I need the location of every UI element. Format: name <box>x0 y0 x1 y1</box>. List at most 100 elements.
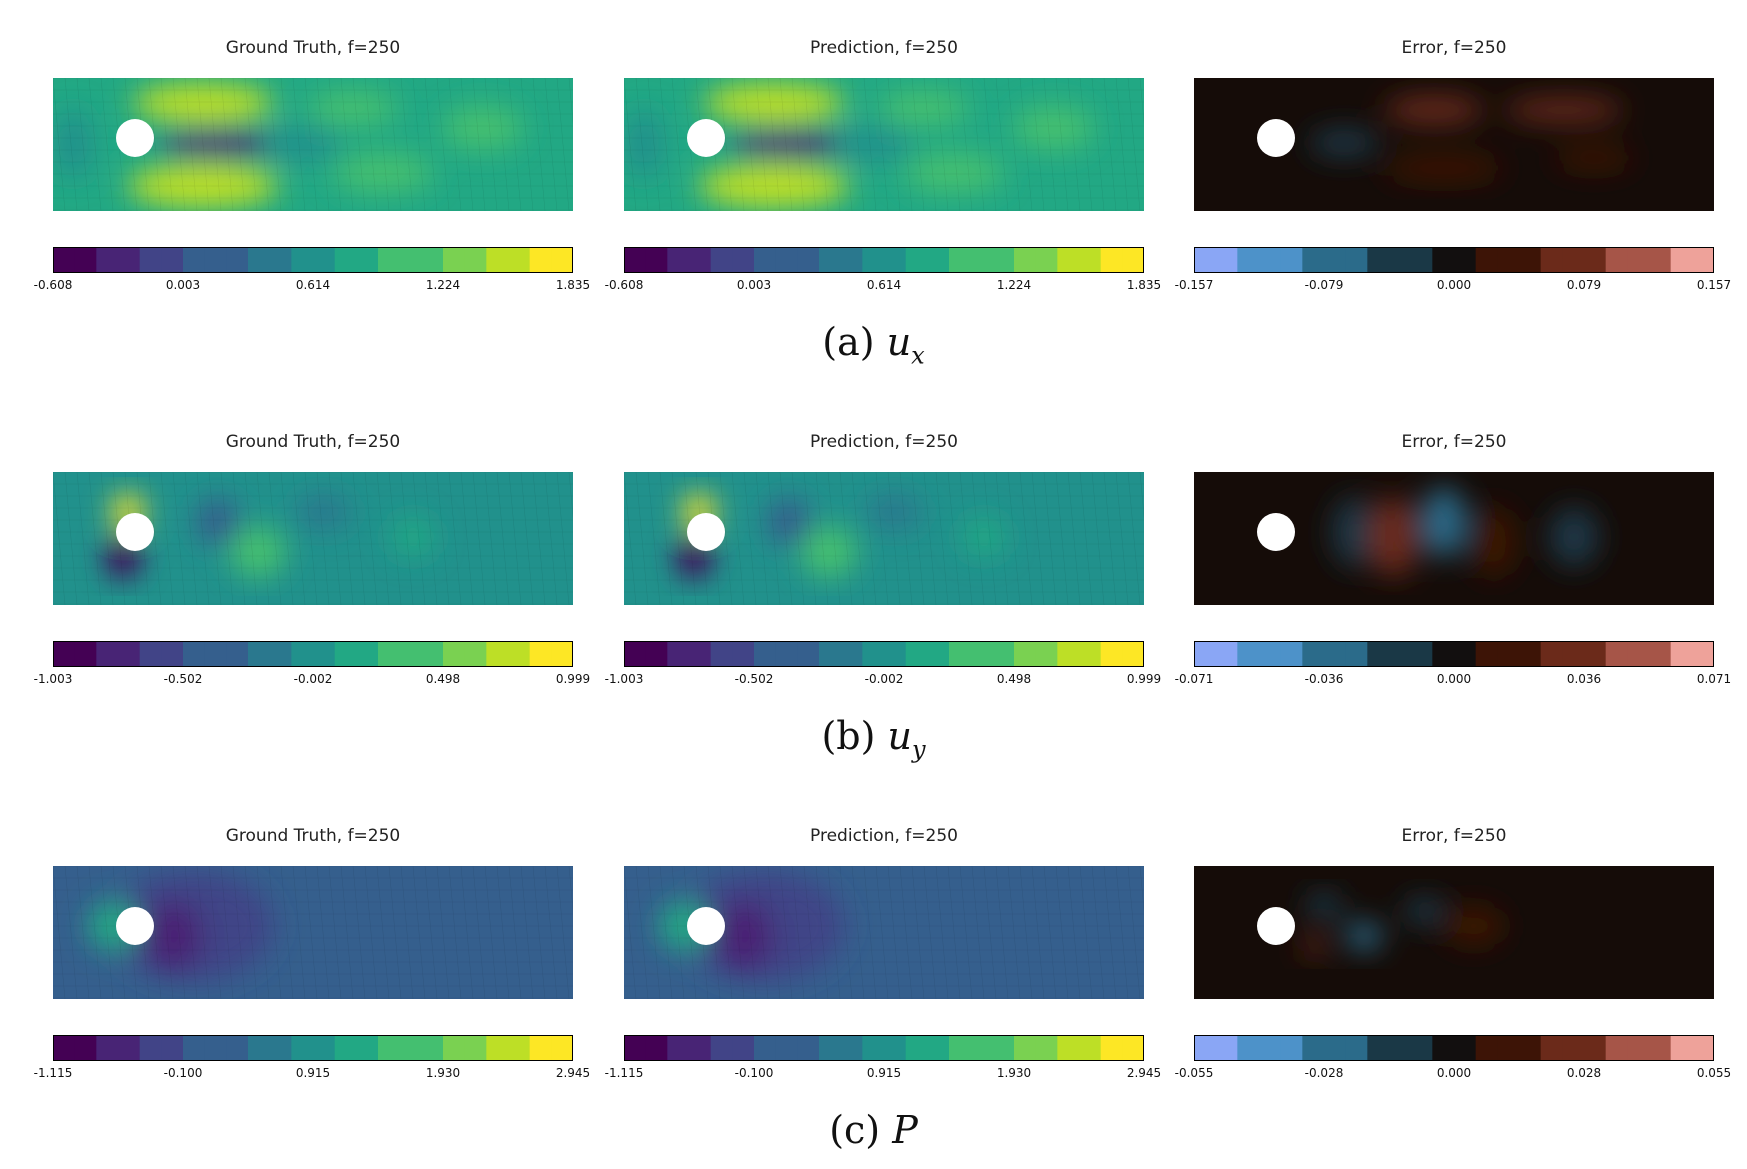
subfigure-caption: (c) P <box>0 1108 1747 1158</box>
colorbar-segment <box>840 1035 863 1061</box>
colorbar-segment <box>1497 1035 1520 1061</box>
field-blob <box>1014 106 1094 150</box>
colorbar-segment <box>1410 1035 1433 1061</box>
colorbar-segment <box>248 641 271 667</box>
colorbar-segment <box>204 247 227 273</box>
colorbar-segment <box>269 1035 292 1061</box>
colorbar <box>53 641 573 667</box>
colorbar-segment <box>1475 1035 1498 1061</box>
colorbar-segment <box>970 247 993 273</box>
colorbar-segment <box>508 1035 531 1061</box>
colorbar-tick-label: -0.028 <box>1304 1066 1344 1080</box>
colorbar-segment <box>1302 247 1325 273</box>
colorbar-tick-label: -0.002 <box>864 672 904 686</box>
colorbar-segment <box>1237 247 1260 273</box>
colorbar-segment <box>1079 1035 1102 1061</box>
colorbar-segment <box>1035 1035 1058 1061</box>
colorbar-segment <box>819 1035 842 1061</box>
cylinder-obstacle <box>1257 907 1295 945</box>
caption-variable: u <box>887 714 912 758</box>
colorbar-segment <box>732 1035 755 1061</box>
colorbar-segment <box>486 1035 509 1061</box>
colorbar-segment <box>226 641 249 667</box>
colorbar-segment <box>1100 1035 1123 1061</box>
colorbar-segment <box>291 247 314 273</box>
colorbar-segment <box>927 1035 950 1061</box>
field-blob <box>1369 497 1419 577</box>
cylinder-obstacle <box>687 513 725 551</box>
field-blob <box>196 498 240 546</box>
field-plot <box>1194 78 1714 211</box>
field-blob <box>866 494 922 530</box>
colorbar-segment <box>1194 247 1217 273</box>
colorbar-segment <box>139 641 162 667</box>
colorbar-segment <box>1519 247 1542 273</box>
colorbar-segment <box>1215 641 1238 667</box>
field-blob <box>962 517 1006 557</box>
field-blob <box>624 109 664 179</box>
colorbar-segment <box>1540 1035 1563 1061</box>
colorbar-segment <box>53 641 76 667</box>
colorbar-segment <box>96 641 119 667</box>
colorbar-segment <box>96 247 119 273</box>
colorbar-segment <box>464 247 487 273</box>
colorbar-tick-label: 0.036 <box>1566 672 1602 686</box>
colorbar-segment <box>1497 247 1520 273</box>
colorbar-segment <box>269 247 292 273</box>
colorbar-segment <box>710 247 733 273</box>
colorbar-segment <box>1345 247 1368 273</box>
colorbar-tick-label: -0.002 <box>293 672 333 686</box>
colorbar-tick-label: 0.915 <box>866 1066 902 1080</box>
colorbar-segment <box>1605 641 1628 667</box>
colorbar-segment <box>1280 1035 1303 1061</box>
colorbar-tick-label: -0.055 <box>1174 1066 1214 1080</box>
colorbar-segment <box>1389 247 1412 273</box>
field-blob <box>1384 96 1484 124</box>
colorbar-segment <box>1670 641 1693 667</box>
colorbar-segment <box>1035 641 1058 667</box>
colorbar-segment <box>1454 1035 1477 1061</box>
field-blob <box>1332 497 1376 567</box>
colorbar-tick-label: 0.614 <box>295 278 331 292</box>
colorbar-segment <box>313 1035 336 1061</box>
colorbar-segment <box>1280 247 1303 273</box>
colorbar-tick-label: -1.003 <box>604 672 644 686</box>
colorbar-segment <box>529 1035 552 1061</box>
colorbar-segment <box>710 641 733 667</box>
colorbar-frame <box>624 247 1144 273</box>
colorbar-segment <box>1692 1035 1714 1061</box>
colorbar-segment <box>1432 1035 1455 1061</box>
colorbar-segment <box>624 641 647 667</box>
colorbar-tick-label: 1.224 <box>996 278 1032 292</box>
colorbar-segment <box>970 1035 993 1061</box>
colorbar-tick-label: -0.157 <box>1174 278 1214 292</box>
colorbar-tick-label: 1.930 <box>425 1066 461 1080</box>
colorbar-segment <box>1649 641 1672 667</box>
colorbar-segment <box>1237 641 1260 667</box>
colorbar-segment <box>1367 1035 1390 1061</box>
colorbar-segment <box>1627 247 1650 273</box>
field-blob <box>1472 507 1516 577</box>
caption-prefix: (b) <box>821 714 876 758</box>
colorbar-tick-label: -0.502 <box>734 672 774 686</box>
panel-title: Error, f=250 <box>1401 432 1507 452</box>
colorbar-segment <box>1670 247 1693 273</box>
colorbar-segment <box>1475 247 1498 273</box>
colorbar-frame <box>1194 247 1714 273</box>
colorbar-segment <box>399 1035 422 1061</box>
field-plot <box>624 866 1144 999</box>
field-blob <box>443 106 523 150</box>
colorbar-segment <box>689 641 712 667</box>
colorbar-segment <box>1057 247 1080 273</box>
colorbar-segment <box>992 641 1015 667</box>
colorbar-segment <box>645 641 668 667</box>
colorbar-segment <box>421 247 444 273</box>
panel-title: Error, f=250 <box>1401 826 1507 846</box>
panel-title: Prediction, f=250 <box>810 432 958 452</box>
colorbar-tick-label: 1.835 <box>555 278 591 292</box>
colorbar-segment <box>1627 1035 1650 1061</box>
colorbar-segment <box>884 1035 907 1061</box>
cylinder-obstacle <box>116 907 154 945</box>
colorbar-segment <box>1014 247 1037 273</box>
colorbar-segment <box>53 247 76 273</box>
